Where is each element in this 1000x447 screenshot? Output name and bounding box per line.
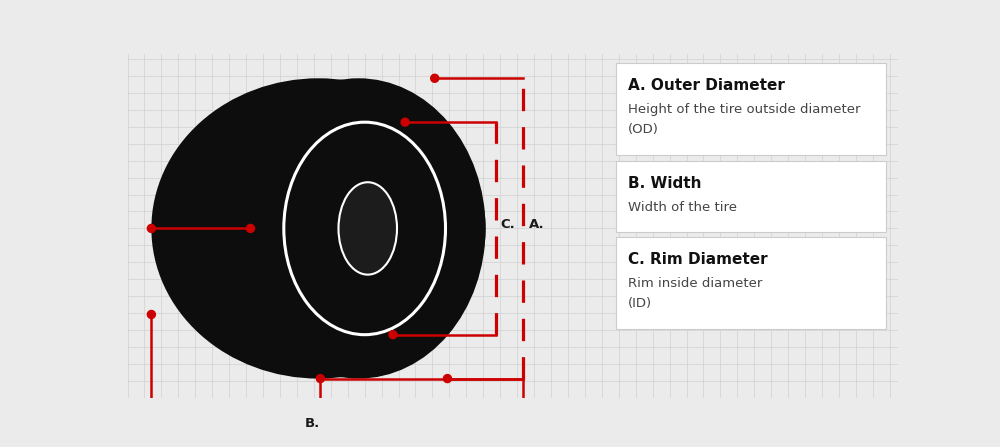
Text: Height of the tire outside diameter: Height of the tire outside diameter <box>628 103 860 116</box>
Text: (OD): (OD) <box>628 123 659 136</box>
Circle shape <box>443 375 451 383</box>
Ellipse shape <box>231 78 486 379</box>
Text: B.: B. <box>305 417 320 430</box>
Circle shape <box>389 331 397 339</box>
Circle shape <box>431 74 439 82</box>
FancyBboxPatch shape <box>616 63 886 155</box>
Ellipse shape <box>338 182 397 274</box>
Circle shape <box>247 224 255 232</box>
Text: A.: A. <box>529 218 544 231</box>
FancyBboxPatch shape <box>616 160 886 232</box>
Circle shape <box>401 118 409 126</box>
Ellipse shape <box>151 78 486 379</box>
Text: A. Outer Diameter: A. Outer Diameter <box>628 78 785 93</box>
Text: Width of the tire: Width of the tire <box>628 201 737 214</box>
Text: C. Rim Diameter: C. Rim Diameter <box>628 252 768 267</box>
Circle shape <box>316 375 324 383</box>
FancyBboxPatch shape <box>616 237 886 329</box>
Ellipse shape <box>284 122 446 335</box>
Text: C.: C. <box>500 218 515 231</box>
Text: (ID): (ID) <box>628 297 652 310</box>
Text: B. Width: B. Width <box>628 176 702 191</box>
Circle shape <box>147 224 155 232</box>
Text: Rim inside diameter: Rim inside diameter <box>628 277 762 290</box>
Circle shape <box>147 311 155 318</box>
